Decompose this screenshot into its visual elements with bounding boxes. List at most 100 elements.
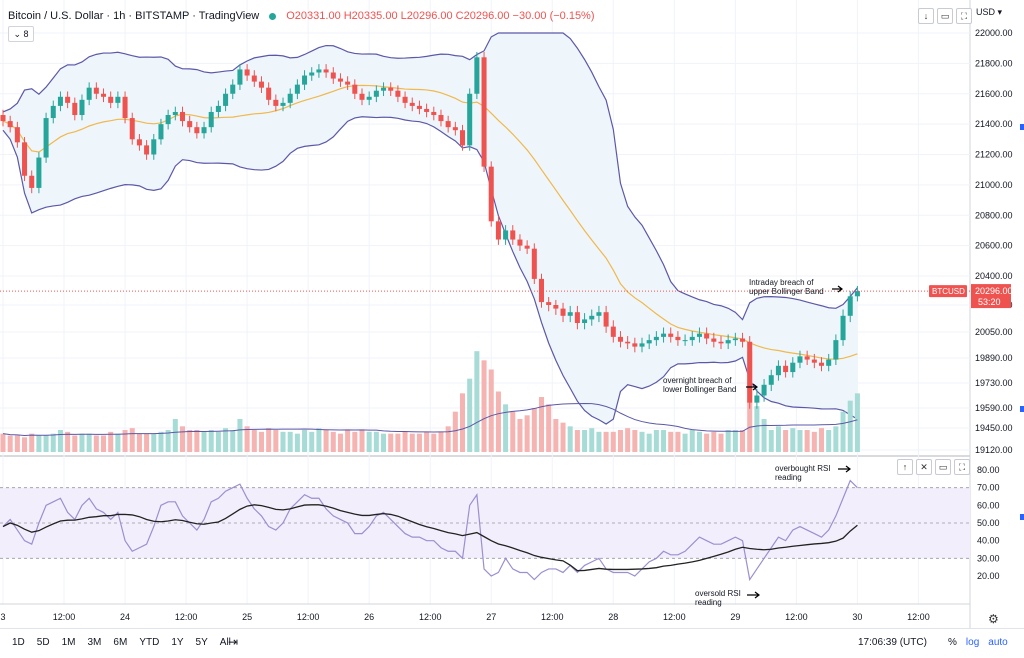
- volume-bar: [452, 411, 458, 452]
- volume-bar: [359, 430, 365, 452]
- arrow-icon: [747, 591, 760, 599]
- symbol-title[interactable]: Bitcoin / U.S. Dollar · 1h · BITSTAMP · …: [8, 10, 260, 22]
- collapse-icon[interactable]: ▭: [937, 8, 953, 24]
- price-tick-label: 22000.00: [975, 28, 1013, 38]
- range-button-1d[interactable]: 1D: [12, 637, 25, 648]
- volume-bar: [179, 426, 186, 452]
- volume-bar: [223, 428, 229, 452]
- volume-bar: [373, 431, 379, 452]
- rsi-pane-controls: ↑ ✕ ▭ ⛶: [897, 459, 970, 475]
- candle: [158, 124, 164, 140]
- volume-bar: [797, 430, 803, 452]
- volume-bars: [0, 351, 860, 452]
- percent-scale-toggle[interactable]: %: [948, 637, 957, 648]
- candle: [553, 305, 559, 309]
- volume-bar: [208, 430, 214, 452]
- candle: [517, 239, 523, 246]
- volume-bar: [395, 433, 401, 452]
- currency-selector[interactable]: USD ▾: [976, 7, 1003, 17]
- collapse-icon[interactable]: ▭: [935, 459, 951, 475]
- maximize-icon[interactable]: ⛶: [954, 459, 970, 475]
- volume-bar: [129, 428, 135, 452]
- candle: [359, 93, 365, 100]
- candle: [237, 69, 243, 85]
- indicators-toggle-button[interactable]: ⌄ 8: [8, 26, 34, 42]
- range-button-ytd[interactable]: YTD: [139, 637, 160, 648]
- close-icon[interactable]: ✕: [916, 459, 932, 475]
- volume-bar: [768, 430, 774, 452]
- range-button-all[interactable]: All: [219, 637, 231, 648]
- candle: [804, 356, 810, 360]
- volume-bar: [783, 430, 789, 452]
- candle: [366, 96, 372, 100]
- price-tick-label: 19890.00: [975, 353, 1013, 363]
- symbol-badge: [929, 285, 967, 298]
- volume-bar: [610, 431, 616, 452]
- range-button-6m[interactable]: 6M: [113, 637, 128, 648]
- candle: [144, 145, 150, 155]
- range-button-1m[interactable]: 1M: [61, 637, 76, 648]
- candle: [187, 121, 193, 128]
- calendar-range-icon[interactable]: ⇥: [228, 635, 239, 649]
- candle: [603, 312, 609, 327]
- candle: [826, 359, 832, 366]
- candle: [136, 139, 142, 146]
- volume-bar: [775, 426, 781, 452]
- rsi-tick-label: 30.00: [977, 553, 1000, 563]
- oversold-annotation-line: oversold RSI: [695, 589, 741, 598]
- volume-bar: [50, 433, 56, 452]
- candle: [711, 338, 717, 342]
- candle: [818, 362, 825, 366]
- candle: [574, 312, 580, 323]
- range-button-1y[interactable]: 1Y: [171, 637, 184, 648]
- volume-bar: [273, 430, 279, 452]
- volume-bar: [431, 433, 437, 452]
- candle: [560, 308, 566, 316]
- price-tick-label: 19590.00: [975, 403, 1013, 413]
- candle: [14, 127, 20, 143]
- volume-bar: [704, 433, 710, 452]
- volume-bar: [93, 435, 99, 452]
- candle: [57, 96, 63, 106]
- move-down-icon[interactable]: ↓: [918, 8, 934, 24]
- utc-clock[interactable]: 17:06:39 (UTC): [858, 637, 927, 648]
- candle: [847, 296, 853, 316]
- candle: [172, 111, 178, 116]
- candle: [409, 102, 415, 106]
- volume-bar: [538, 397, 545, 452]
- settings-gear-icon[interactable]: ⚙: [988, 612, 999, 626]
- auto-scale-toggle[interactable]: auto: [988, 637, 1008, 648]
- volume-bar: [689, 430, 695, 452]
- candle: [567, 312, 573, 316]
- range-button-5d[interactable]: 5D: [36, 637, 50, 648]
- arrow-icon: [838, 465, 851, 473]
- candle: [467, 93, 473, 146]
- scale-marker: [1020, 406, 1024, 412]
- candle: [704, 333, 710, 339]
- candle: [287, 93, 293, 103]
- candle: [86, 87, 92, 100]
- volume-bar: [811, 431, 817, 452]
- bollinger-middle-line: [2, 84, 858, 360]
- move-up-icon[interactable]: ↑: [897, 459, 913, 475]
- volume-ma-line: [2, 403, 858, 437]
- volume-bar: [617, 430, 623, 452]
- candle: [50, 105, 56, 119]
- volume-bar: [287, 431, 293, 452]
- log-scale-toggle[interactable]: log: [965, 637, 980, 648]
- candle: [273, 99, 279, 106]
- volume-bar: [330, 431, 336, 452]
- volume-bar: [761, 419, 767, 452]
- volume-bar: [230, 430, 236, 452]
- rsi-tick-label: 70.00: [977, 483, 1000, 493]
- volume-bar: [294, 433, 300, 452]
- volume-bar: [833, 426, 839, 452]
- time-tick-label: 12:00: [541, 612, 564, 622]
- candle: [668, 333, 674, 337]
- range-button-3m[interactable]: 3M: [87, 637, 102, 648]
- volume-bar: [402, 431, 408, 452]
- maximize-icon[interactable]: ⛶: [956, 8, 972, 24]
- range-button-5y[interactable]: 5Y: [195, 637, 208, 648]
